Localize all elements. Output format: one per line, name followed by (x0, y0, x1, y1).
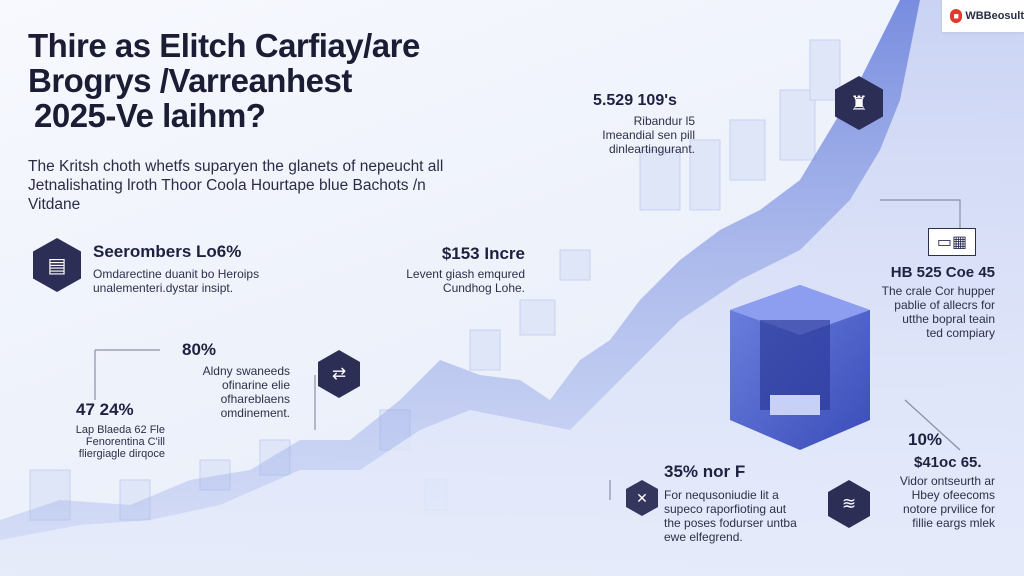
title-line-3: 2025-Ve laihm? (34, 97, 266, 134)
callout-right-top-title: HB 525 Coe 45 (890, 264, 995, 281)
callout-line: Cundhog Lohe. (442, 281, 525, 295)
brand-logo[interactable]: ■ WBBeosult (942, 0, 1024, 32)
callout-line: supeco raporfioting aut (664, 502, 787, 516)
callout-line: ofhareblaens (220, 392, 290, 406)
callout-line: ted compiary (926, 326, 995, 340)
title-line-1: Thire as Elitch Carfiay/are (28, 27, 420, 64)
callout-line: notore prvilice for (902, 502, 995, 516)
callout-top-center-value: 5.529 109's (593, 92, 677, 109)
callout-line: Fenorentina C'ill (85, 436, 165, 448)
callout-line: Imeandial sen pill (602, 128, 695, 142)
callout-left-hex: Seerombers Lo6% Omdarectine duanit bo He… (93, 242, 373, 295)
link-icon: ⇄ (318, 350, 360, 398)
callout-line: Levent giash emqured (406, 267, 525, 281)
callout-thirtyfive-text: For nequsoniudie lit a supeco raporfioti… (664, 488, 824, 544)
callout-eighty: 80% Aldny swaneeds ofinarine elie ofhare… (160, 340, 290, 420)
callout-ten-title: $41oc 65. (914, 454, 982, 471)
callout-line: The crale Cor hupper (881, 284, 995, 298)
callout-line: Aldny swaneeds (202, 364, 290, 378)
callout-thirtyfive-title: 35% nor F (664, 462, 746, 481)
callout-line: Hbey ofeecoms (911, 488, 995, 502)
callout-fortyseven-text: Lap Blaeda 62 Fle Fenorentina C'ill flie… (40, 424, 165, 460)
callout-line: ofinarine elie (221, 378, 290, 392)
callout-top-center-text: Ribandur l5 Imeandial sen pill dinlearti… (575, 114, 695, 156)
callout-line: fillie eargs mlek (912, 516, 995, 530)
brand-logo-text: WBBeosult (965, 10, 1024, 22)
callout-line: the poses fodurser untba (664, 516, 797, 530)
page-title: Thire as Elitch Carfiay/are Brogrys /Var… (28, 28, 498, 133)
printer-icon: ▭▦ (928, 228, 976, 256)
callout-top-center: 5.529 109's Ribandur l5 Imeandial sen pi… (575, 92, 695, 156)
callout-line: Ribandur l5 (633, 114, 695, 128)
callout-fortyseven-value: 47 24% (76, 400, 134, 419)
callout-left-hex-text: Omdarectine duanit bo Heroips unalemente… (93, 267, 373, 295)
callout-line: utthe bopral teain (902, 312, 995, 326)
callout-mid-left: $153 Incre Levent giash emqured Cundhog … (385, 244, 525, 295)
chart-icon: ♜ (835, 76, 883, 130)
intro-line-1: The Kritsh choth whetfs suparyen the gla… (28, 158, 444, 175)
intro-paragraph: The Kritsh choth whetfs suparyen the gla… (28, 157, 498, 214)
callout-right-top: HB 525 Coe 45 The crale Cor hupper pabli… (865, 264, 995, 340)
brand-logo-icon: ■ (950, 9, 963, 23)
callout-line: Lap Blaeda 62 Fle (75, 424, 165, 436)
connector-lines (94, 199, 961, 500)
callout-line: Omdarectine duanit bo Heroips (93, 267, 260, 281)
callout-mid-left-title: $153 Incre (441, 244, 525, 263)
callout-ten: 10% $41oc 65. Vidor ontseurth ar Hbey of… (890, 430, 995, 530)
callout-ten-value: 10% (908, 430, 943, 449)
callout-line: unalementeri.dystar insipt. (93, 281, 234, 295)
callout-left-hex-title: Seerombers Lo6% (93, 242, 242, 261)
callout-thirtyfive: 35% nor F For nequsoniudie lit a supeco … (664, 462, 824, 544)
callout-fortyseven: 47 24% Lap Blaeda 62 Fle Fenorentina C'i… (40, 400, 165, 460)
callout-eighty-text: Aldny swaneeds ofinarine elie ofhareblae… (160, 364, 290, 420)
report-icon: ▤ (33, 238, 81, 292)
callout-eighty-value: 80% (182, 340, 217, 359)
callout-line: For nequsoniudie lit a (664, 488, 779, 502)
title-line-2: Brogrys /Varreanhest (28, 62, 352, 99)
callout-ten-text: Vidor ontseurth ar Hbey ofeecoms notore … (890, 474, 995, 530)
intro-line-3: Vitdane (28, 196, 81, 213)
intro-line-2: Jetnalishating lroth Thoor Coola Hourtap… (28, 177, 426, 194)
callout-line: ewe elfegrend. (664, 530, 743, 544)
server-cube (730, 285, 870, 450)
callout-line: Vidor ontseurth ar (899, 474, 995, 488)
callout-mid-left-text: Levent giash emqured Cundhog Lohe. (385, 267, 525, 295)
callout-right-top-text: The crale Cor hupper pablie of allecrs f… (865, 284, 995, 340)
callout-line: dinleartingurant. (608, 142, 695, 156)
stack-icon: ≋ (828, 480, 870, 528)
callout-line: fliergiagle dirqoce (78, 448, 165, 460)
callout-line: pablie of allecrs for (894, 298, 995, 312)
callout-line: omdinement. (220, 406, 290, 420)
